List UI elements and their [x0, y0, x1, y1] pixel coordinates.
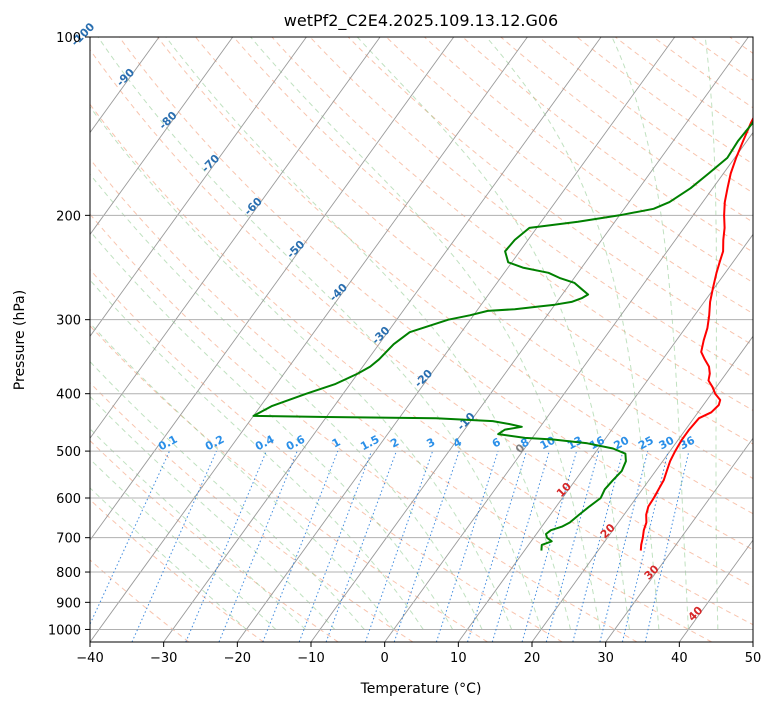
moist-adiabat — [97, 37, 542, 630]
mixing-ratio-line — [521, 450, 578, 642]
dry-adiabat — [90, 382, 414, 642]
y-axis: 100 200 300 400 500 600 700 800 900 1000 — [48, 31, 90, 638]
mixing-ratio-line — [393, 450, 460, 642]
mixing-ratio-line — [467, 450, 528, 642]
y-tick-label: 1000 — [48, 623, 81, 638]
dry-adiabat — [233, 37, 753, 445]
moist-adiabat — [486, 37, 660, 630]
mixing-ratio-label: 25 — [636, 434, 656, 453]
mixing-ratio-line — [599, 450, 649, 642]
x-tick-label: 40 — [671, 651, 688, 666]
dry-adiabat — [157, 37, 753, 515]
isotherm — [90, 37, 234, 236]
moist-adiabat — [90, 395, 336, 630]
isotherm — [384, 131, 753, 642]
y-tick-label: 500 — [56, 445, 81, 460]
dry-adiabat — [90, 158, 712, 642]
moist-adiabat — [90, 458, 277, 630]
dry-adiabat — [90, 48, 753, 588]
x-axis: −40 −30 −20 −10 0 10 20 30 40 50 — [76, 642, 761, 666]
x-tick-label: −10 — [297, 651, 324, 666]
moist-adiabat — [90, 173, 483, 630]
y-tick-label: 800 — [56, 566, 81, 581]
moist-adiabat — [356, 37, 630, 630]
x-tick-label: 30 — [597, 651, 614, 666]
mixing-ratio-line — [185, 450, 267, 642]
moist-adiabat — [165, 37, 571, 630]
moist-adiabat — [90, 105, 513, 630]
x-tick-label: −20 — [224, 651, 251, 666]
dewpoint-profile — [252, 119, 753, 551]
sounding-profiles — [252, 116, 753, 551]
y-tick-label: 200 — [56, 209, 81, 224]
dry-adiabat — [90, 103, 753, 626]
moist-adiabat — [90, 428, 306, 630]
mixing-ratio-label: 30 — [657, 434, 677, 453]
mixing-ratio-line — [621, 450, 669, 642]
moist-adiabat — [250, 37, 601, 630]
mixing-ratio-line — [545, 450, 600, 642]
isotherm — [90, 37, 307, 338]
dry-adiabat — [90, 268, 563, 642]
y-tick-label: 100 — [56, 31, 81, 46]
mixing-ratio-line — [131, 450, 217, 642]
mixing-ratio-line — [491, 450, 550, 642]
mixing-ratio-label: 13 — [565, 434, 585, 453]
x-tick-label: 10 — [450, 651, 467, 666]
isotherm — [236, 37, 676, 642]
x-axis-label: Temperature (°C) — [360, 681, 482, 697]
isotherm — [310, 37, 749, 642]
y-tick-label: 400 — [56, 388, 81, 403]
chart-title: wetPf2_C2E4.2025.109.13.12.G06 — [284, 11, 558, 31]
moist-adiabat — [90, 230, 454, 630]
y-tick-label: 300 — [56, 314, 81, 329]
mixing-ratio-line — [644, 450, 690, 642]
x-tick-label: 50 — [745, 651, 762, 666]
isotherm — [531, 335, 753, 642]
dry-adiabat — [118, 37, 753, 551]
mixing-ratio-line — [364, 450, 434, 642]
x-tick-label: −40 — [76, 651, 103, 666]
moist-adiabat — [90, 360, 365, 630]
mixing-ratio-line — [572, 450, 624, 642]
dry-adiabat — [90, 213, 638, 642]
y-axis-label: Pressure (hPa) — [12, 290, 28, 390]
dry-adiabat — [500, 37, 753, 223]
isotherm — [678, 539, 753, 642]
mixing-ratio-line — [435, 450, 499, 642]
y-tick-label: 700 — [56, 532, 81, 547]
isotherm — [457, 233, 753, 642]
dry-adiabat — [462, 37, 753, 253]
moist-adiabat — [611, 37, 689, 630]
background-lines — [90, 37, 753, 642]
x-tick-label: −30 — [150, 651, 177, 666]
dry-adiabat — [90, 325, 488, 642]
isotherm — [90, 37, 455, 541]
plot-frame — [89, 36, 754, 643]
y-tick-label: 900 — [56, 596, 81, 611]
mixing-ratio-line — [90, 450, 170, 626]
isotherm — [90, 37, 381, 439]
dry-adiabat — [271, 37, 753, 411]
moist-adiabat — [704, 37, 719, 630]
isotherm — [605, 437, 753, 642]
isotherm — [90, 37, 528, 642]
x-tick-label: 20 — [524, 651, 541, 666]
x-tick-label: 0 — [381, 651, 389, 666]
mixing-ratio-label: 16 — [587, 434, 607, 453]
isotherm — [163, 37, 602, 642]
mixing-ratio-label: 20 — [612, 434, 632, 453]
dry-adiabat — [90, 498, 264, 642]
temperature-profile — [639, 116, 753, 551]
y-tick-label: 600 — [56, 492, 81, 507]
